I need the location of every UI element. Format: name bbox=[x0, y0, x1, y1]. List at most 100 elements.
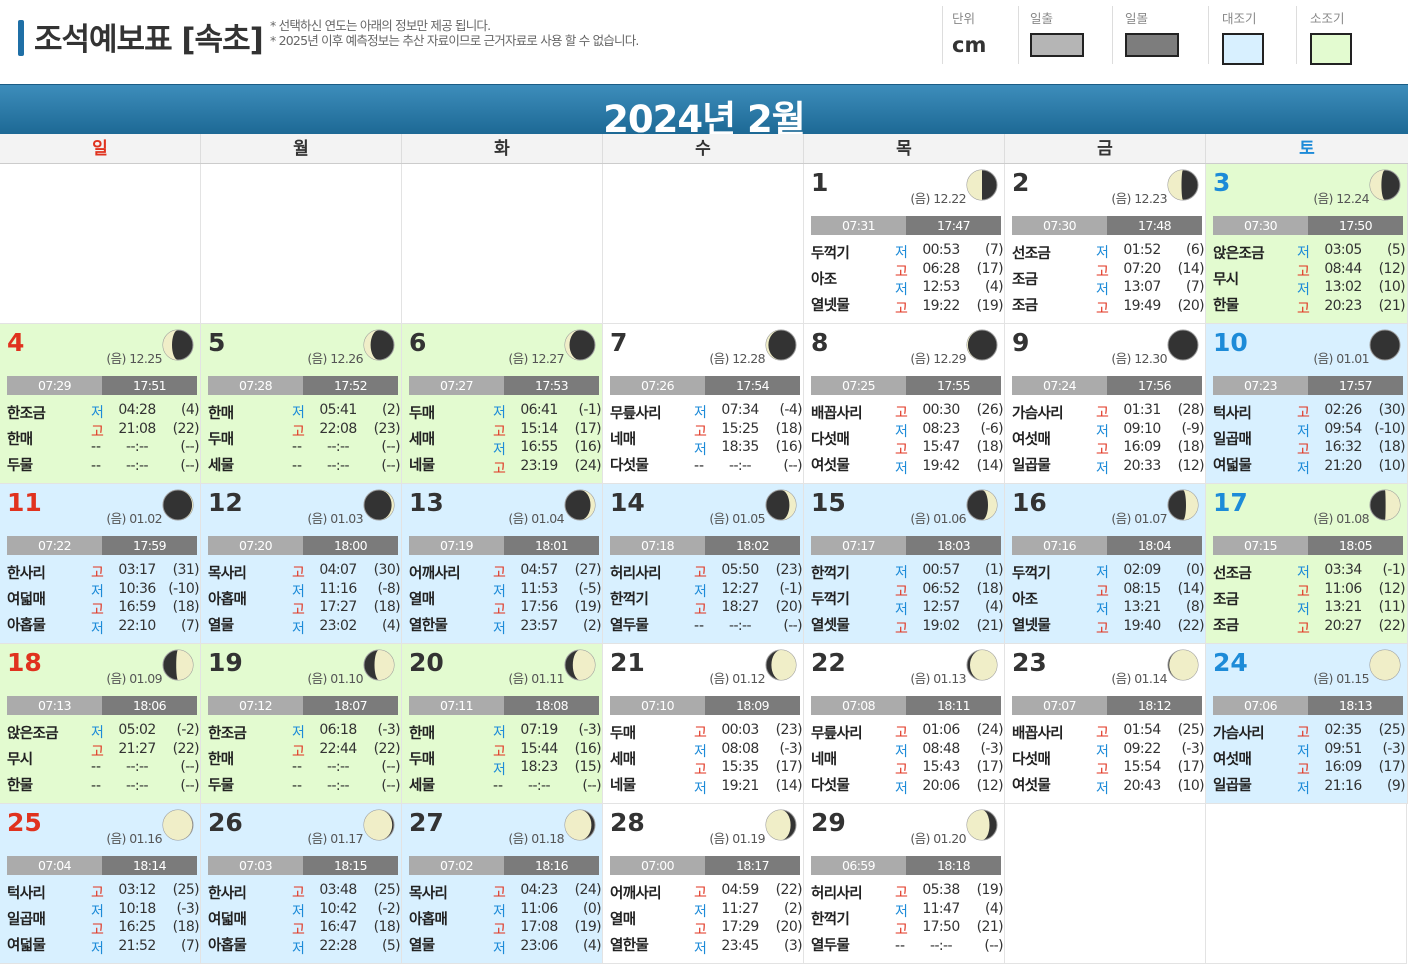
tide-type: 저 bbox=[694, 940, 707, 957]
day-cell[interactable]: 19 (음) 01.10 07:12 18:07 저 06:18 (-3) 고 22:44 (2… bbox=[201, 644, 402, 804]
day-cell[interactable]: 3 (음) 12.24 07:30 17:50 저 03:05 (5) 고 08:44 (12)… bbox=[1206, 164, 1408, 324]
day-cell[interactable]: 24 (음) 01.15 07:06 18:13 고 02:35 (25) 저 09:51 (-… bbox=[1206, 644, 1408, 804]
tide-height: (18) bbox=[1378, 439, 1406, 455]
tide-type: 고 bbox=[694, 725, 707, 741]
tide-time: 10:42 bbox=[319, 900, 357, 917]
tide-height: (17) bbox=[775, 759, 803, 775]
day-cell[interactable]: 5 (음) 12.26 07:28 17:52 저 05:41 (2) 고 22:08 (23)… bbox=[201, 324, 402, 484]
tide-row: 고 02:26 (30) bbox=[1213, 402, 1406, 421]
day-cell[interactable]: 17 (음) 01.08 07:15 18:05 저 03:34 (-1) 고 11:06 (1… bbox=[1206, 484, 1408, 644]
sun-times-bar: 07:23 17:57 bbox=[1213, 376, 1403, 395]
day-cell[interactable]: 15 (음) 01.06 07:17 18:03 저 00:57 (1) 고 06:52 (18… bbox=[804, 484, 1005, 644]
lunar-date: (음) 01.17 bbox=[307, 831, 363, 846]
tide-height: (8) bbox=[1185, 599, 1205, 615]
tide-type: 저 bbox=[1297, 602, 1310, 618]
day-cell[interactable]: 9 (음) 12.30 07:24 17:56 고 01:31 (28) 저 09:10 (-9… bbox=[1005, 324, 1206, 484]
tide-height: (-6) bbox=[980, 420, 1004, 437]
tide-name: 한사리 bbox=[7, 566, 46, 582]
tide-height: (0) bbox=[582, 900, 602, 917]
day-cell[interactable]: 12 (음) 01.03 07:20 18:00 고 04:07 (30) 저 11:16 (-… bbox=[201, 484, 402, 644]
tide-height: (28) bbox=[1177, 402, 1205, 418]
tide-height: (-3) bbox=[1382, 740, 1406, 757]
tide-row: 저 13:21 (8) bbox=[1012, 599, 1205, 618]
sunset-time: 18:00 bbox=[303, 536, 398, 555]
tide-type: 고 bbox=[292, 885, 305, 901]
tide-time: 19:22 bbox=[922, 297, 960, 314]
day-cell[interactable]: 20 (음) 01.11 07:11 18:08 저 07:19 (-3) 고 15:44 (1… bbox=[402, 644, 603, 804]
legend-neap-tide: 소조기 bbox=[1310, 8, 1352, 65]
day-cell[interactable]: 11 (음) 01.02 07:22 17:59 고 03:17 (31) 저 10:36 (-… bbox=[0, 484, 201, 644]
tide-height: (14) bbox=[775, 777, 803, 794]
tide-table: 고 01:06 (24) 저 08:48 (-3) 고 15:43 (17) 저 20:06 (12)… bbox=[811, 722, 1004, 797]
legend-divider bbox=[1208, 6, 1209, 64]
tide-height: (-1) bbox=[1382, 562, 1406, 578]
tide-name: 한매 bbox=[208, 406, 234, 422]
day-cell[interactable]: 1 (음) 12.22 07:31 17:47 저 00:53 (7) 고 06:28 (17)… bbox=[804, 164, 1005, 324]
tide-name: 배꼽사리 bbox=[811, 406, 863, 422]
moon-phase-icon bbox=[161, 488, 195, 522]
sun-times-bar: 07:17 18:03 bbox=[811, 536, 1001, 555]
day-cell[interactable]: 2 (음) 12.23 07:30 17:48 저 01:52 (6) 고 07:20 (14)… bbox=[1005, 164, 1206, 324]
tide-height: (22) bbox=[1177, 617, 1205, 634]
tide-type: 고 bbox=[694, 423, 707, 440]
day-cell[interactable]: 29 (음) 01.20 06:59 18:18 고 05:38 (19) 저 11:47 (4… bbox=[804, 804, 1005, 964]
tide-height: (3) bbox=[783, 937, 803, 954]
tide-time: 17:56 bbox=[520, 599, 558, 615]
tide-time: 15:14 bbox=[520, 420, 558, 437]
month-banner: 2024년 2월 bbox=[0, 84, 1408, 141]
day-cell[interactable]: 16 (음) 01.07 07:16 18:04 저 02:09 (0) 고 08:15 (14… bbox=[1005, 484, 1206, 644]
sun-times-bar: 07:20 18:00 bbox=[208, 536, 398, 555]
day-cell[interactable]: 13 (음) 01.04 07:19 18:01 고 04:57 (27) 저 11:53 (-… bbox=[402, 484, 603, 644]
tide-height: (-2) bbox=[176, 722, 200, 738]
sunrise-time: 07:08 bbox=[811, 696, 906, 715]
tide-time: --:-- bbox=[126, 759, 149, 775]
day-cell[interactable]: 23 (음) 01.14 07:07 18:12 고 01:54 (25) 저 09:22 (-… bbox=[1005, 644, 1206, 804]
tide-row: 저 06:41 (-1) bbox=[409, 402, 602, 421]
tide-row: 고 06:52 (18) bbox=[811, 581, 1004, 600]
tide-type: 저 bbox=[1297, 743, 1310, 760]
tide-row: 저 06:18 (-3) bbox=[208, 722, 401, 741]
tide-name: 어깨사리 bbox=[409, 566, 461, 582]
day-cell[interactable]: 27 (음) 01.18 07:02 18:16 고 04:23 (24) 저 11:06 (0… bbox=[402, 804, 603, 964]
day-cell[interactable]: 22 (음) 01.13 07:08 18:11 고 01:06 (24) 저 08:48 (-… bbox=[804, 644, 1005, 804]
tide-time: --:-- bbox=[126, 777, 149, 794]
day-cell[interactable]: 14 (음) 01.05 07:18 18:02 고 05:50 (23) 저 12:27 (-… bbox=[603, 484, 804, 644]
tide-name: 여덟매 bbox=[7, 592, 46, 608]
tide-row: 저 13:21 (11) bbox=[1213, 599, 1406, 618]
tide-time: --:-- bbox=[327, 777, 350, 794]
day-cell[interactable]: 8 (음) 12.29 07:25 17:55 고 00:30 (26) 저 08:23 (-6… bbox=[804, 324, 1005, 484]
day-cell[interactable]: 4 (음) 12.25 07:29 17:51 저 04:28 (4) 고 21:08 (22)… bbox=[0, 324, 201, 484]
day-number: 21 bbox=[610, 648, 645, 677]
tide-name: 일곱매 bbox=[1213, 432, 1252, 448]
tide-time: --:-- bbox=[729, 617, 752, 634]
day-cell[interactable]: 28 (음) 01.19 07:00 18:17 고 04:59 (22) 저 11:27 (2… bbox=[603, 804, 804, 964]
tide-name: 여섯매 bbox=[1012, 432, 1051, 448]
sun-times-bar: 07:29 17:51 bbox=[7, 376, 197, 395]
day-cell[interactable]: 26 (음) 01.17 07:03 18:15 고 03:48 (25) 저 10:42 (-… bbox=[201, 804, 402, 964]
tide-name: 아홉매 bbox=[409, 912, 448, 928]
day-cell[interactable]: 21 (음) 01.12 07:10 18:09 고 00:03 (23) 저 08:08 (-… bbox=[603, 644, 804, 804]
weekday-thu: 목 bbox=[804, 134, 1005, 163]
tide-time: 21:27 bbox=[118, 740, 156, 757]
day-cell[interactable]: 6 (음) 12.27 07:27 17:53 저 06:41 (-1) 고 15:14 (17… bbox=[402, 324, 603, 484]
day-number: 9 bbox=[1012, 328, 1030, 357]
day-cell[interactable]: 25 (음) 01.16 07:04 18:14 고 03:12 (25) 저 10:18 (-… bbox=[0, 804, 201, 964]
sunset-time: 18:03 bbox=[906, 536, 1001, 555]
day-cell[interactable]: 18 (음) 01.09 07:13 18:06 저 05:02 (-2) 고 21:27 (2… bbox=[0, 644, 201, 804]
lunar-date: (음) 01.01 bbox=[1313, 351, 1369, 366]
tide-name: 다섯물 bbox=[610, 458, 649, 474]
day-cell[interactable]: 10 (음) 01.01 07:23 17:57 고 02:26 (30) 저 09:54 (-… bbox=[1206, 324, 1408, 484]
tide-height: (6) bbox=[1185, 242, 1205, 258]
tide-time: 05:50 bbox=[721, 562, 759, 578]
sunrise-time: 07:18 bbox=[610, 536, 705, 555]
tide-time: 13:21 bbox=[1123, 599, 1161, 615]
tide-type: 고 bbox=[1297, 583, 1310, 600]
tide-name: 두물 bbox=[7, 458, 33, 474]
empty-day-cell bbox=[1005, 804, 1206, 964]
day-cell[interactable]: 7 (음) 12.28 07:26 17:54 저 07:34 (-4) 고 15:25 (18… bbox=[603, 324, 804, 484]
tide-time: 08:44 bbox=[1324, 260, 1362, 277]
lunar-date: (음) 12.22 bbox=[910, 191, 966, 206]
tide-name: 두꺽기 bbox=[1012, 566, 1051, 582]
tide-name: 한매 bbox=[208, 752, 234, 768]
tide-height: (-3) bbox=[176, 900, 200, 917]
